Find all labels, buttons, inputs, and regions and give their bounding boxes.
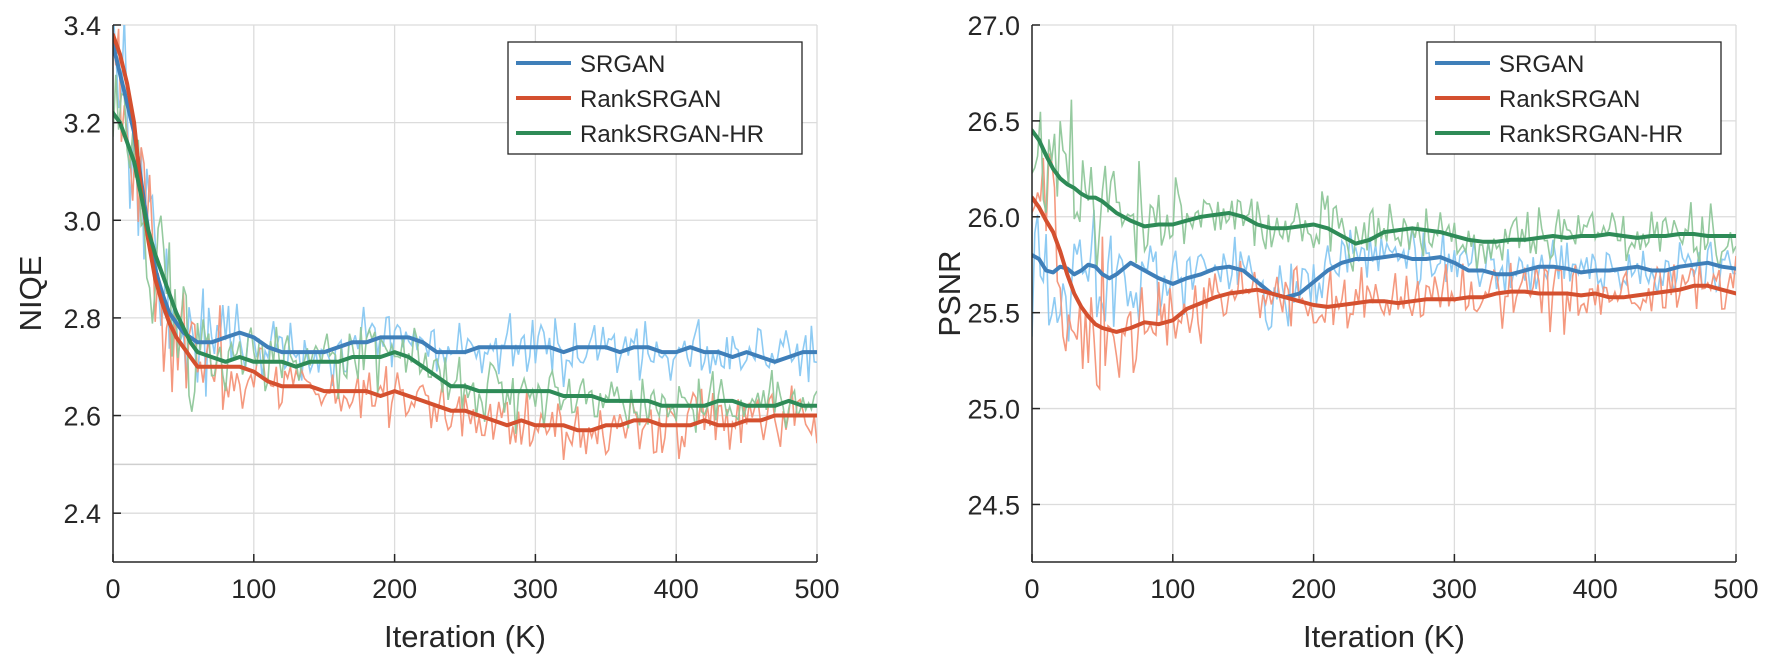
series-raw-2 (1032, 99, 1736, 272)
legend-label: RankSRGAN-HR (580, 121, 764, 148)
x-axis-label: Iteration (K) (1303, 619, 1465, 654)
y-axis-label: NIQE (13, 256, 48, 332)
y-tick-label: 2.6 (63, 402, 101, 432)
x-axis-label: Iteration (K) (384, 619, 546, 654)
niqe-chart: 0 100 200 300 400 500 2.4 2.6 2.8 3.0 3.2 3.4 Iterat… (13, 11, 840, 654)
series-layer (113, 25, 817, 460)
y-tick-label: 26.5 (967, 107, 1020, 137)
y-tick-label: 3.4 (63, 11, 101, 41)
y-tick-label: 27.0 (967, 11, 1020, 41)
legend-label: RankSRGAN-HR (1499, 121, 1683, 148)
series-raw-1 (113, 28, 817, 460)
psnr-chart: 0 100 200 300 400 500 24.5 25.0 25.5 26.0 26.5 27.0… (932, 11, 1759, 654)
y-tick-label: 2.4 (63, 499, 101, 529)
x-tick-label: 500 (1713, 574, 1758, 604)
series-layer (1032, 99, 1736, 392)
series-line-1 (1032, 195, 1736, 334)
series-line-2 (113, 110, 817, 408)
x-tick-label: 0 (105, 574, 120, 604)
series-line-0 (113, 42, 817, 364)
series-line-2 (1032, 128, 1736, 246)
legend-label: RankSRGAN (1499, 86, 1640, 113)
y-tick-label: 3.2 (63, 109, 101, 139)
x-tick-label: 500 (794, 574, 839, 604)
y-tick-label: 2.8 (63, 304, 101, 334)
series-raw-2 (113, 74, 817, 434)
legend-label: SRGAN (580, 51, 665, 78)
legend-label: SRGAN (1499, 51, 1584, 78)
x-tick-label: 400 (654, 574, 699, 604)
y-tick-label: 25.5 (967, 299, 1020, 329)
series-line-1 (113, 32, 817, 433)
legend-label: RankSRGAN (580, 86, 721, 113)
x-tick-label: 100 (231, 574, 276, 604)
y-tick-label: 26.0 (967, 203, 1020, 233)
y-tick-label: 24.5 (967, 490, 1020, 520)
series-line-0 (1032, 253, 1736, 300)
x-tick-label: 200 (372, 574, 417, 604)
x-tick-label: 0 (1024, 574, 1039, 604)
x-tick-label: 300 (1432, 574, 1477, 604)
x-tick-label: 400 (1573, 574, 1618, 604)
y-axis-label: PSNR (932, 250, 967, 336)
legend: SRGAN RankSRGAN RankSRGAN-HR (1426, 41, 1722, 155)
y-tick-label: 25.0 (967, 395, 1020, 425)
x-tick-label: 200 (1291, 574, 1336, 604)
legend: SRGAN RankSRGAN RankSRGAN-HR (507, 41, 803, 155)
y-tick-label: 3.0 (63, 206, 101, 236)
x-tick-label: 100 (1150, 574, 1195, 604)
x-tick-label: 300 (513, 574, 558, 604)
